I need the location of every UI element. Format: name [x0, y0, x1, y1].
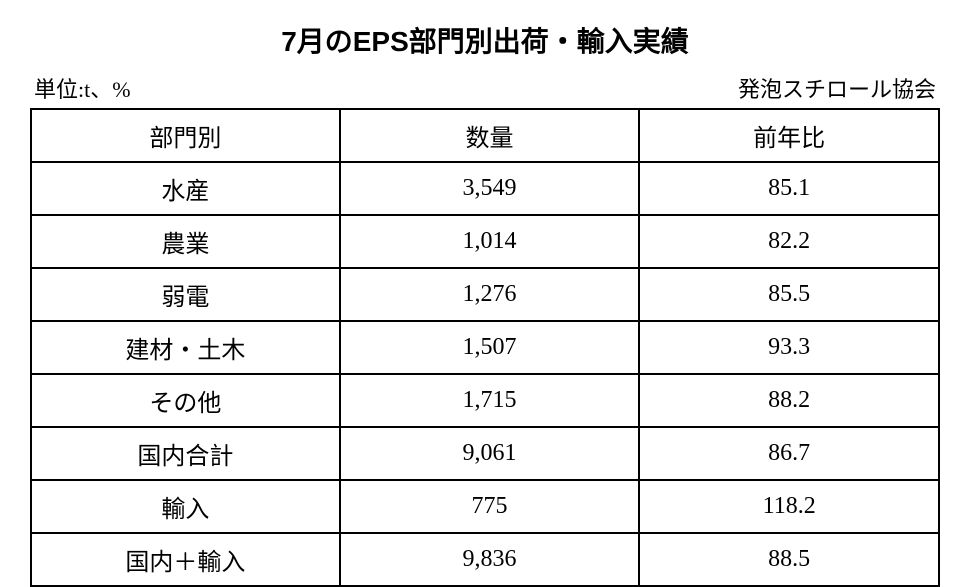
table-row: 弱電 1,276 85.5: [31, 268, 939, 321]
cell-sector: 国内＋輸入: [31, 533, 340, 586]
page-title: 7月のEPS部門別出荷・輸入実績: [30, 20, 940, 60]
cell-yoy: 93.3: [639, 321, 939, 374]
cell-yoy: 85.5: [639, 268, 939, 321]
cell-sector: 建材・土木: [31, 321, 340, 374]
table-row: 農業 1,014 82.2: [31, 215, 939, 268]
cell-yoy: 86.7: [639, 427, 939, 480]
meta-row: 単位:t、% 発泡スチロール協会: [30, 72, 940, 104]
cell-sector: 水産: [31, 162, 340, 215]
unit-label: 単位:t、%: [34, 72, 131, 104]
col-header-yoy: 前年比: [639, 109, 939, 162]
cell-yoy: 88.2: [639, 374, 939, 427]
cell-sector: 国内合計: [31, 427, 340, 480]
table-row: 輸入 775 118.2: [31, 480, 939, 533]
table-header-row: 部門別 数量 前年比: [31, 109, 939, 162]
cell-quantity: 9,836: [340, 533, 640, 586]
cell-quantity: 1,276: [340, 268, 640, 321]
table-row: その他 1,715 88.2: [31, 374, 939, 427]
cell-quantity: 775: [340, 480, 640, 533]
cell-sector: その他: [31, 374, 340, 427]
table-row: 建材・土木 1,507 93.3: [31, 321, 939, 374]
table-row: 国内合計 9,061 86.7: [31, 427, 939, 480]
col-header-sector: 部門別: [31, 109, 340, 162]
cell-yoy: 85.1: [639, 162, 939, 215]
data-table: 部門別 数量 前年比 水産 3,549 85.1 農業 1,014 82.2 弱…: [30, 108, 940, 587]
cell-quantity: 9,061: [340, 427, 640, 480]
cell-sector: 輸入: [31, 480, 340, 533]
col-header-quantity: 数量: [340, 109, 640, 162]
cell-quantity: 1,715: [340, 374, 640, 427]
table-row: 国内＋輸入 9,836 88.5: [31, 533, 939, 586]
cell-yoy: 88.5: [639, 533, 939, 586]
cell-yoy: 118.2: [639, 480, 939, 533]
source-label: 発泡スチロール協会: [738, 72, 936, 104]
table-row: 水産 3,549 85.1: [31, 162, 939, 215]
cell-sector: 弱電: [31, 268, 340, 321]
cell-sector: 農業: [31, 215, 340, 268]
cell-quantity: 3,549: [340, 162, 640, 215]
cell-quantity: 1,507: [340, 321, 640, 374]
cell-yoy: 82.2: [639, 215, 939, 268]
cell-quantity: 1,014: [340, 215, 640, 268]
